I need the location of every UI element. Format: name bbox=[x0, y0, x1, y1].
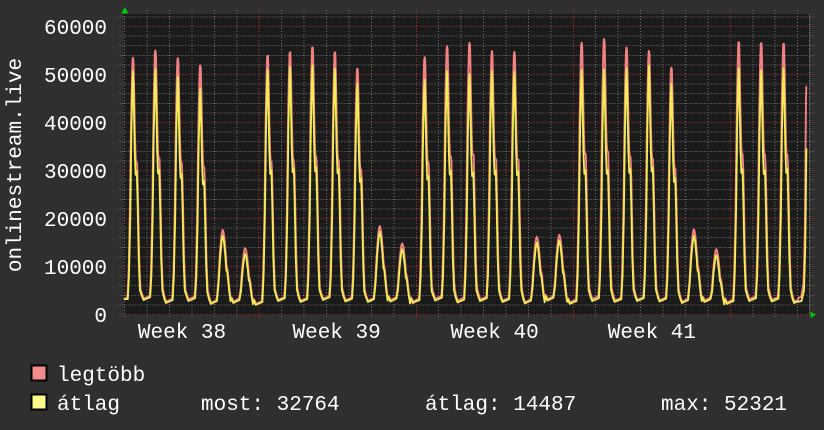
svg-text:10000: 10000 bbox=[44, 258, 107, 281]
svg-text:50000: 50000 bbox=[44, 66, 107, 89]
svg-text:20000: 20000 bbox=[44, 210, 107, 233]
svg-text:0: 0 bbox=[94, 306, 107, 329]
svg-text:legtöbb: legtöbb bbox=[57, 365, 145, 388]
svg-text:Week 41: Week 41 bbox=[608, 322, 696, 345]
svg-text:átlag: átlag bbox=[57, 394, 120, 417]
svg-text:Week 39: Week 39 bbox=[292, 322, 380, 345]
svg-text:átlag: 14487: átlag: 14487 bbox=[425, 394, 576, 417]
svg-text:60000: 60000 bbox=[44, 18, 107, 41]
svg-text:Week 40: Week 40 bbox=[450, 322, 538, 345]
svg-text:most: 32764: most: 32764 bbox=[201, 394, 340, 417]
svg-text:40000: 40000 bbox=[44, 114, 107, 137]
svg-text:max: 52321: max: 52321 bbox=[661, 394, 787, 417]
svg-text:Week 38: Week 38 bbox=[138, 322, 226, 345]
svg-text:30000: 30000 bbox=[44, 162, 107, 185]
svg-text:onlinestream.live: onlinestream.live bbox=[5, 58, 28, 272]
